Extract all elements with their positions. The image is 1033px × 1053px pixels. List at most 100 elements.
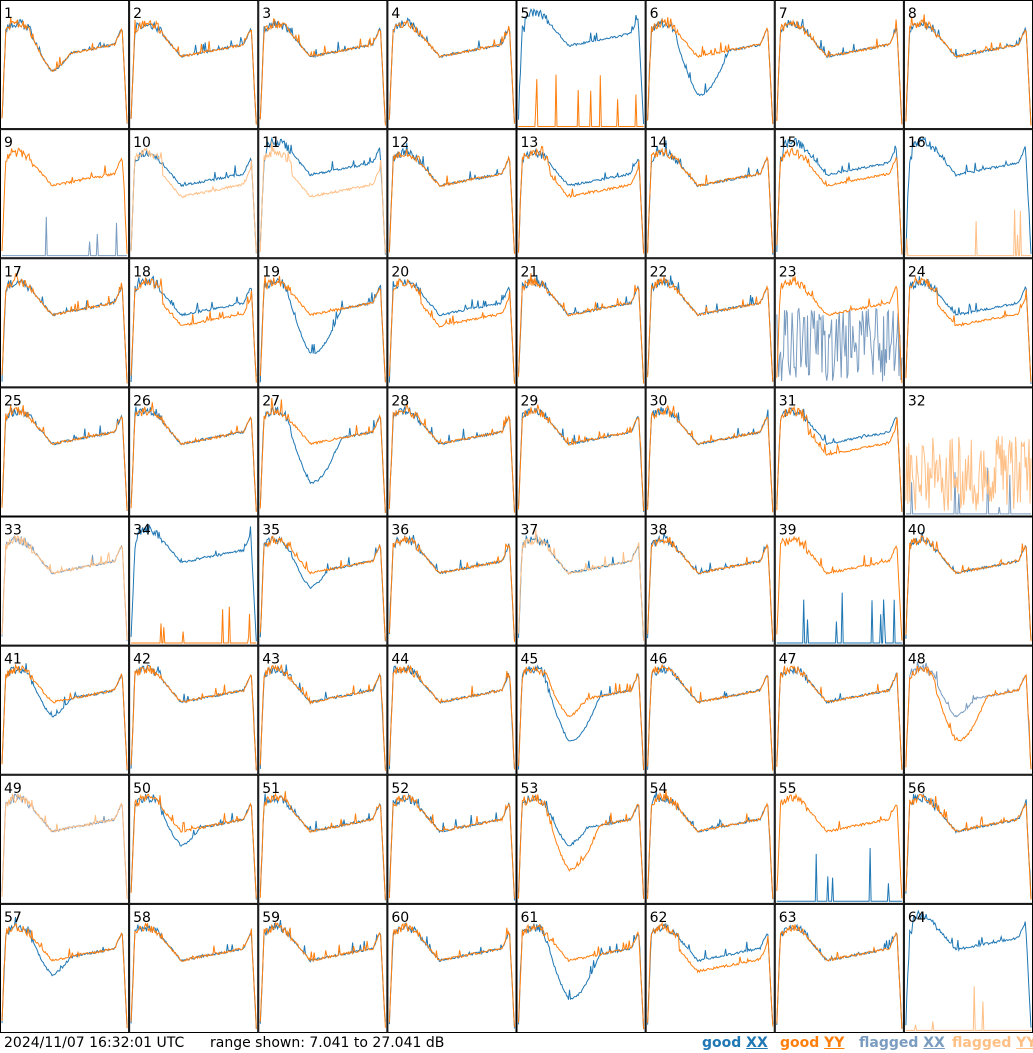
series-xx-line <box>905 136 1032 254</box>
tile-label: 14 <box>650 135 668 151</box>
tile-36: 36 <box>387 516 517 646</box>
tile-4: 4 <box>387 0 517 130</box>
tile-frame <box>129 516 259 646</box>
tile-label: 55 <box>779 781 797 797</box>
series-yy-line <box>130 19 257 125</box>
tile-frame <box>903 516 1033 646</box>
tile-7: 7 <box>774 0 904 130</box>
series-xx-line <box>2 216 128 257</box>
tile-frame <box>645 645 775 775</box>
tile-37: 37 <box>516 516 646 646</box>
series-yy-line <box>1 535 128 640</box>
tile-label: 33 <box>4 523 22 539</box>
tile-label: 21 <box>521 264 539 280</box>
tile-52: 52 <box>387 774 517 904</box>
tile-label: 42 <box>133 652 151 668</box>
tile-label: 38 <box>650 523 668 539</box>
tile-48: 48 <box>903 645 1033 775</box>
tile-label: 56 <box>908 781 926 797</box>
tile-frame <box>516 0 646 130</box>
series-yy-line <box>518 145 645 254</box>
tile-frame <box>129 129 259 259</box>
tile-frame <box>129 645 259 775</box>
legend-pol: XX <box>746 1035 768 1051</box>
tile-25: 25 <box>0 387 130 517</box>
series-yy-line <box>905 14 1032 126</box>
tile-label: 13 <box>521 135 539 151</box>
tile-40: 40 <box>903 516 1033 646</box>
tile-19: 19 <box>258 258 388 388</box>
series-xx-line <box>776 592 902 644</box>
tile-26: 26 <box>129 387 259 517</box>
series-yy-line <box>905 209 1031 257</box>
tile-label: 61 <box>521 910 539 926</box>
series-yy-line <box>1 663 128 770</box>
series-xx-line <box>776 307 903 382</box>
tile-11: 11 <box>258 129 388 259</box>
tile-45: 45 <box>516 645 646 775</box>
tile-56: 56 <box>903 774 1033 904</box>
tile-61: 61 <box>516 903 646 1033</box>
series-xx-line <box>388 922 515 1029</box>
tile-frame <box>258 645 388 775</box>
tile-1: 1 <box>0 0 130 130</box>
tile-31: 31 <box>774 387 904 517</box>
tile-frame <box>258 129 388 259</box>
tile-54: 54 <box>645 774 775 904</box>
tile-label: 25 <box>4 393 22 409</box>
tile-55: 55 <box>774 774 904 904</box>
series-yy-line <box>1 793 128 900</box>
tile-57: 57 <box>0 903 130 1033</box>
tile-41: 41 <box>0 645 130 775</box>
tile-21: 21 <box>516 258 646 388</box>
tile-frame <box>0 774 130 904</box>
tile-frame <box>903 903 1033 1033</box>
tile-label: 5 <box>521 6 530 22</box>
tile-label: 47 <box>779 652 797 668</box>
tile-label: 17 <box>4 264 22 280</box>
series-yy-line <box>388 922 515 1028</box>
series-xx-line <box>776 137 903 255</box>
tile-47: 47 <box>774 645 904 775</box>
tile-label: 59 <box>262 910 280 926</box>
tile-label: 36 <box>391 523 409 539</box>
tile-label: 37 <box>521 523 539 539</box>
tile-frame <box>903 258 1033 388</box>
tile-33: 33 <box>0 516 130 646</box>
series-yy-line <box>130 922 257 1030</box>
series-yy-line <box>518 404 645 512</box>
tile-label: 19 <box>262 264 280 280</box>
tile-46: 46 <box>645 645 775 775</box>
tile-38: 38 <box>645 516 775 646</box>
series-yy-line <box>905 793 1032 900</box>
series-xx-line <box>905 467 1031 515</box>
tile-6: 6 <box>645 0 775 130</box>
series-yy-line <box>1 17 128 124</box>
legend-pol: YY <box>1016 1035 1033 1051</box>
tile-62: 62 <box>645 903 775 1033</box>
series-yy-line <box>259 141 386 254</box>
series-yy-line <box>130 402 257 513</box>
tile-20: 20 <box>387 258 517 388</box>
tile-30: 30 <box>645 387 775 517</box>
tile-64: 64 <box>903 903 1033 1033</box>
series-yy-line <box>776 665 903 771</box>
tile-label: 51 <box>262 781 280 797</box>
tile-8: 8 <box>903 0 1033 130</box>
tile-label: 40 <box>908 523 926 539</box>
tile-58: 58 <box>129 903 259 1033</box>
tile-27: 27 <box>258 387 388 517</box>
series-xx-line <box>518 795 645 899</box>
series-yy-line <box>518 74 644 127</box>
timestamp: 2024/11/07 16:32:01 UTC <box>4 1035 185 1051</box>
series-xx-line <box>776 847 902 902</box>
series-yy-line <box>259 664 386 771</box>
tile-28: 28 <box>387 387 517 517</box>
tile-frame <box>129 0 259 130</box>
tile-32: 32 <box>903 387 1033 517</box>
series-xx-line <box>130 523 257 642</box>
series-yy-line <box>259 535 386 641</box>
series-yy-line <box>647 663 774 771</box>
tile-label: 22 <box>650 264 668 280</box>
